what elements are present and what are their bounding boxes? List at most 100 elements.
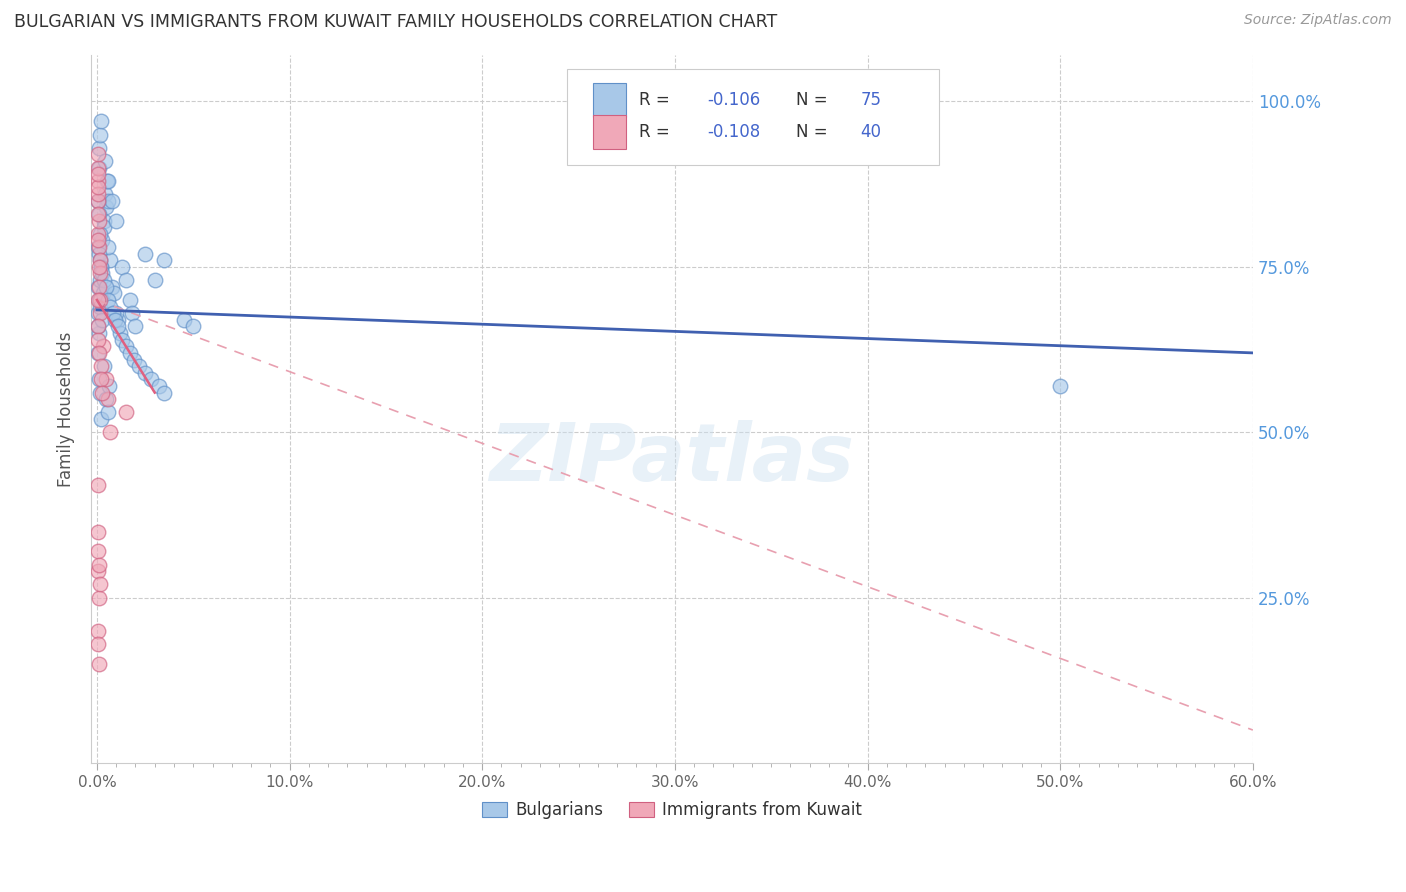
Point [87, 346, 110, 360]
Point [148, 379, 170, 393]
Point [89, 306, 111, 320]
Text: -0.108: -0.108 [707, 123, 761, 141]
Point [89, 293, 111, 307]
Point [107, 313, 129, 327]
Point [90, 412, 112, 426]
FancyBboxPatch shape [568, 70, 939, 165]
Point [93, 213, 115, 227]
Point [90, 385, 112, 400]
Point [87, 161, 110, 175]
Point [89, 253, 111, 268]
Point [103, 306, 125, 320]
Text: BULGARIAN VS IMMIGRANTS FROM KUWAIT FAMILY HOUSEHOLDS CORRELATION CHART: BULGARIAN VS IMMIGRANTS FROM KUWAIT FAMI… [14, 13, 778, 31]
Point [89, 240, 111, 254]
Point [96, 392, 118, 407]
Point [143, 273, 166, 287]
Point [93, 154, 115, 169]
Point [87, 319, 110, 334]
Point [87, 234, 110, 248]
Text: Source: ZipAtlas.com: Source: ZipAtlas.com [1244, 13, 1392, 28]
Point [118, 346, 141, 360]
Point [86, 161, 108, 175]
Point [124, 319, 146, 334]
Point [181, 319, 204, 334]
Point [86, 167, 108, 181]
Point [91, 339, 114, 353]
Point [87, 187, 110, 202]
Point [89, 253, 111, 268]
Text: 75: 75 [860, 92, 882, 110]
FancyBboxPatch shape [593, 84, 626, 118]
Point [87, 213, 110, 227]
Point [94, 200, 117, 214]
Point [87, 478, 110, 492]
Point [114, 273, 136, 287]
Point [111, 333, 134, 347]
Point [89, 141, 111, 155]
Point [87, 194, 110, 208]
Point [107, 319, 129, 334]
Point [103, 286, 125, 301]
Point [96, 405, 118, 419]
Y-axis label: Family Households: Family Households [58, 332, 75, 487]
Point [91, 267, 114, 281]
Point [87, 558, 110, 572]
Point [87, 544, 110, 558]
Point [89, 591, 111, 605]
Point [105, 306, 128, 320]
Point [100, 253, 122, 268]
Point [114, 339, 136, 353]
Point [93, 359, 115, 373]
Text: R =: R = [640, 92, 675, 110]
Point [86, 319, 108, 334]
Point [89, 128, 111, 142]
Point [90, 313, 112, 327]
Text: N =: N = [796, 123, 834, 141]
Point [97, 174, 120, 188]
Point [90, 114, 112, 128]
Text: R =: R = [640, 123, 675, 141]
Point [87, 372, 110, 386]
Point [105, 213, 128, 227]
Text: ZIPatlas: ZIPatlas [489, 420, 855, 498]
Point [94, 279, 117, 293]
Text: -0.106: -0.106 [707, 92, 761, 110]
Point [139, 372, 162, 386]
Point [89, 300, 111, 314]
Point [108, 326, 131, 340]
Point [87, 207, 110, 221]
Point [87, 194, 110, 208]
Point [89, 577, 111, 591]
Point [89, 227, 111, 241]
Point [87, 174, 110, 188]
Point [89, 267, 111, 281]
Point [87, 657, 110, 671]
Point [118, 293, 141, 307]
Point [87, 333, 110, 347]
FancyBboxPatch shape [593, 115, 626, 149]
Point [101, 279, 124, 293]
Point [121, 306, 143, 320]
Point [93, 273, 115, 287]
Point [89, 207, 111, 221]
Legend: Bulgarians, Immigrants from Kuwait: Bulgarians, Immigrants from Kuwait [475, 794, 869, 826]
Point [89, 279, 111, 293]
Point [89, 273, 111, 287]
Point [173, 313, 195, 327]
Point [96, 240, 118, 254]
Point [90, 372, 112, 386]
Point [87, 346, 110, 360]
Point [98, 379, 121, 393]
Point [91, 234, 114, 248]
Point [87, 279, 110, 293]
Point [104, 313, 127, 327]
Point [90, 359, 112, 373]
Point [86, 180, 108, 194]
Point [89, 385, 111, 400]
Point [101, 194, 124, 208]
Point [134, 366, 156, 380]
Point [93, 187, 115, 202]
Text: 40: 40 [860, 123, 882, 141]
Point [97, 194, 120, 208]
Point [1049, 379, 1071, 393]
